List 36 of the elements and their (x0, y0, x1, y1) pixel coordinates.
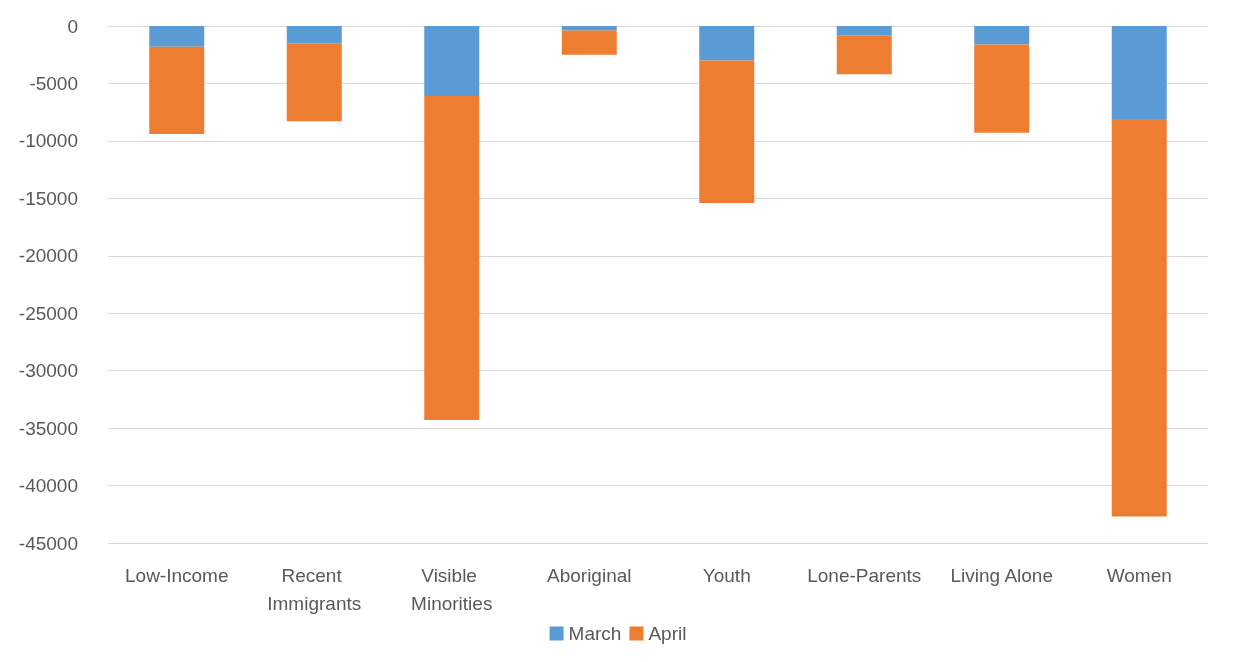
x-tick-label: Youth (702, 564, 751, 586)
x-tick-label: Living Alone (950, 564, 1053, 586)
x-tick-label: Women (1106, 564, 1172, 586)
y-tick-label: -25000 (18, 302, 78, 324)
y-tick-label: 0 (67, 15, 78, 37)
bar (561, 30, 617, 55)
bar (1111, 119, 1167, 517)
bar (1111, 26, 1167, 120)
bar (974, 44, 1030, 133)
y-tick-label: -20000 (18, 245, 78, 267)
legend-label: April (648, 623, 687, 644)
legend-label: March (568, 623, 622, 644)
y-tick-label: -35000 (18, 417, 78, 439)
y-tick-label: -15000 (18, 187, 78, 209)
x-tick-label: Low-Income (125, 564, 229, 586)
x-tick-label: Recent Immigrants (267, 564, 362, 614)
bar (424, 26, 480, 97)
y-tick-label: -40000 (18, 475, 78, 497)
x-tick-label: Lone-Parents (807, 564, 922, 586)
bar (699, 60, 755, 203)
bar (286, 26, 342, 44)
bar (149, 26, 205, 47)
bar (836, 26, 892, 36)
bar (974, 26, 1030, 45)
bar (699, 26, 755, 61)
bar (149, 46, 205, 134)
y-tick-label: -10000 (18, 130, 78, 152)
y-tick-label: -5000 (29, 72, 78, 94)
bar (424, 96, 480, 421)
bar (836, 35, 892, 75)
bar (286, 43, 342, 122)
y-tick-label: -30000 (18, 360, 78, 382)
x-tick-label: Visible Minorities (411, 564, 493, 614)
y-tick-label: -45000 (18, 532, 78, 554)
x-tick-label: Aboriginal (547, 564, 632, 586)
bar (561, 26, 617, 31)
